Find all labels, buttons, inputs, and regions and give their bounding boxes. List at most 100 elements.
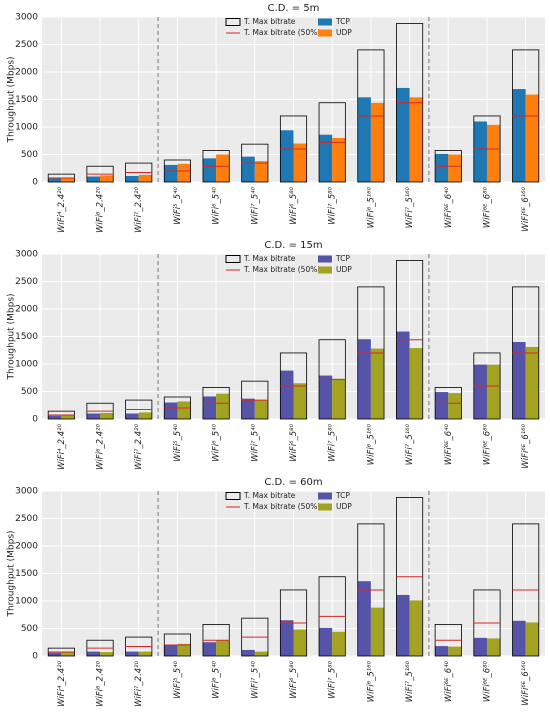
- y-tick-label: 0: [32, 178, 38, 188]
- bar: [241, 398, 255, 419]
- bar: [125, 651, 139, 656]
- bar: [280, 620, 294, 656]
- x-tick-label: WiFi⁷_2.4²⁰: [134, 423, 144, 470]
- y-tick-label: 3000: [15, 250, 38, 260]
- bar: [254, 651, 268, 656]
- x-tick-label: WiFi⁶ᴱ_6⁸⁰: [482, 186, 492, 228]
- x-tick-label: WiFi⁶_5⁴⁰: [212, 186, 222, 224]
- bar: [125, 175, 139, 182]
- y-tick-label: 1000: [15, 123, 38, 133]
- bar: [525, 94, 539, 182]
- x-tick-label: WiFi⁶ᴱ_6¹⁶⁰: [521, 423, 531, 468]
- y-tick-label: 0: [32, 415, 38, 425]
- bar: [216, 640, 230, 656]
- bar: [435, 646, 449, 656]
- bar: [512, 89, 526, 182]
- bar: [357, 581, 371, 656]
- legend-label: TCP: [335, 491, 350, 500]
- x-tick-label: WiFi⁶_2.4²⁰: [96, 660, 106, 707]
- bar: [202, 158, 217, 182]
- bar: [100, 652, 114, 656]
- x-tick-label: WiFi⁷_5¹⁶⁰: [405, 186, 415, 228]
- y-tick-label: 2500: [15, 514, 38, 524]
- bar: [48, 178, 62, 182]
- bar: [280, 130, 294, 182]
- bar: [254, 400, 268, 419]
- legend-swatch: [318, 29, 332, 37]
- y-tick-label: 1500: [15, 95, 38, 105]
- bar: [370, 348, 385, 419]
- legend-label: TCP: [335, 254, 350, 263]
- bar: [370, 607, 385, 656]
- bar: [86, 413, 101, 419]
- legend-label: TCP: [335, 17, 350, 26]
- bar: [138, 174, 152, 182]
- bar: [435, 392, 449, 419]
- bar: [525, 346, 539, 419]
- bar: [332, 378, 346, 419]
- bar: [100, 175, 114, 182]
- legend-swatch: [225, 255, 241, 263]
- x-tick-label: WiFi⁷_2.4²⁰: [134, 186, 144, 233]
- x-tick-label: WiFi⁶_5⁸⁰: [289, 423, 299, 461]
- x-tick-label: WiFi⁶ᴱ_6⁸⁰: [482, 660, 492, 702]
- y-tick-label: 2000: [15, 542, 38, 552]
- legend-swatch: [318, 255, 332, 263]
- x-tick-label: WiFi⁶_5⁸⁰: [289, 660, 299, 698]
- legend-swatch: [318, 18, 332, 26]
- bar: [254, 161, 268, 182]
- bar: [473, 637, 487, 656]
- legend-label: T. Max bitrate: [243, 17, 296, 26]
- bar: [370, 102, 385, 182]
- legend-label: T. Max bitrate: [243, 491, 296, 500]
- bar: [177, 401, 191, 419]
- x-tick-label: WiFi⁶ᴱ_6¹⁶⁰: [521, 186, 531, 231]
- y-tick-label: 2500: [15, 40, 38, 50]
- chart-title: C.D. = 60m: [264, 477, 322, 488]
- bar: [396, 594, 410, 656]
- x-tick-label: WiFi⁶ᴱ_6⁸⁰: [482, 423, 492, 465]
- bar: [48, 415, 62, 419]
- legend-label: T. Max bitrate (50%): [243, 502, 320, 511]
- chart-title: C.D. = 5m: [268, 3, 320, 14]
- legend-swatch: [225, 492, 241, 500]
- x-tick-label: WiFi⁶_5¹⁶⁰: [366, 186, 376, 228]
- bar: [486, 124, 501, 182]
- bar: [216, 393, 230, 419]
- bar: [241, 156, 255, 182]
- bar: [164, 164, 178, 182]
- bar: [241, 649, 255, 656]
- x-tick-label: WiFi⁶_5⁸⁰: [289, 186, 299, 224]
- x-tick-label: WiFi⁴_2.4²⁰: [57, 186, 67, 233]
- bar: [202, 642, 217, 656]
- x-tick-label: WiFi⁶ᴱ_6⁴⁰: [444, 423, 454, 465]
- bar: [202, 396, 217, 419]
- x-tick-label: WiFi⁶_5¹⁶⁰: [366, 423, 376, 465]
- bar: [448, 646, 462, 656]
- y-tick-label: 2000: [15, 305, 38, 315]
- x-tick-label: WiFi⁷_5⁴⁰: [250, 660, 260, 698]
- bar: [435, 153, 449, 182]
- x-tick-label: WiFi⁶_2.4²⁰: [96, 423, 106, 470]
- bar: [48, 652, 62, 656]
- bar: [280, 370, 294, 419]
- bar: [319, 375, 333, 419]
- x-tick-label: WiFi⁴_2.4²⁰: [57, 423, 67, 470]
- bar: [138, 651, 152, 656]
- bar: [61, 177, 75, 182]
- x-tick-label: WiFi⁶_5⁴⁰: [212, 423, 222, 461]
- legend-swatch: [318, 503, 332, 511]
- legend-label: T. Max bitrate (50%): [243, 265, 320, 274]
- bar: [409, 600, 423, 656]
- y-axis-label: Throughput (Mbps): [7, 56, 17, 143]
- bar: [138, 412, 152, 419]
- x-tick-label: WiFi⁶_2.4²⁰: [96, 186, 106, 233]
- chart-title: C.D. = 15m: [264, 240, 322, 251]
- bar: [332, 138, 346, 182]
- bar: [512, 620, 526, 656]
- bar: [473, 364, 487, 419]
- bar: [86, 651, 101, 656]
- bar: [448, 393, 462, 419]
- x-tick-label: WiFi⁵_5⁴⁰: [173, 186, 183, 224]
- x-tick-label: WiFi⁷_5⁸⁰: [328, 186, 338, 224]
